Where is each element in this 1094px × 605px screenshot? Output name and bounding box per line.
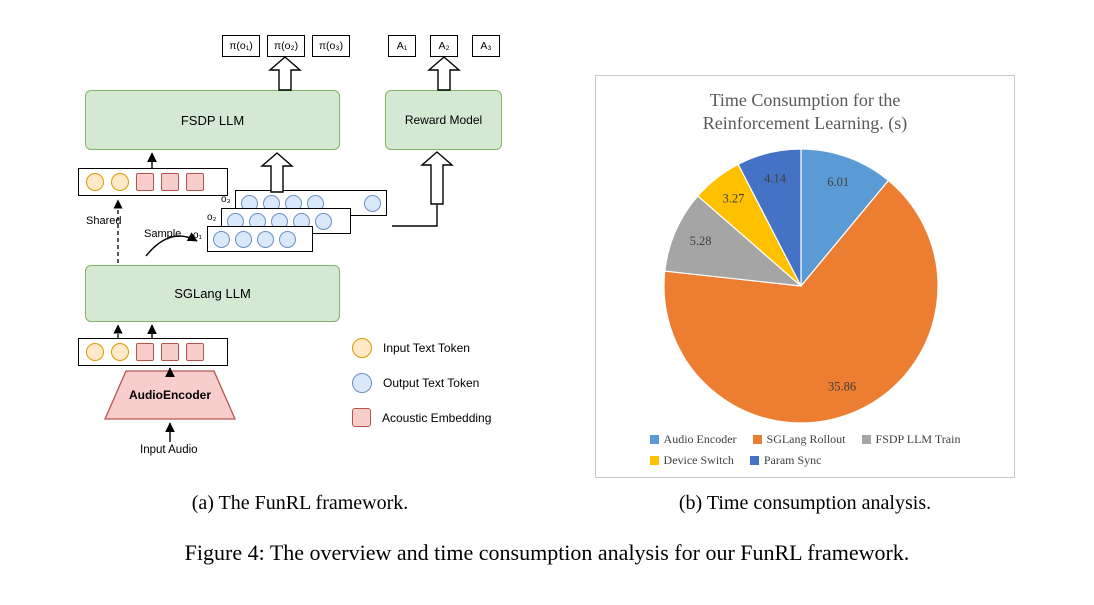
- chart-legend-item-fsdp-llm-train: FSDP LLM Train: [861, 432, 961, 447]
- advantage-a1-box: A₁: [388, 35, 416, 57]
- pie-slice-fsdp-llm-train: [664, 195, 803, 287]
- acoustic-embedding-token: [161, 343, 179, 361]
- chart-legend-label: Param Sync: [763, 453, 822, 467]
- audio-encoder-shape: [104, 370, 236, 420]
- input-audio-label: Input Audio: [140, 444, 198, 456]
- time-consumption-chart-panel: Time Consumption for the Reinforcement L…: [595, 75, 1015, 478]
- pie-chart: 6.01 35.86 5.28 3.27 4.14: [663, 148, 939, 424]
- advantage-a2-box: A₂: [430, 35, 458, 57]
- legend-label: Output Text Token: [383, 376, 480, 390]
- acoustic-embedding-swatch: [352, 408, 371, 427]
- shared-label: Shared: [86, 215, 122, 227]
- legend-item-output-text-token: Output Text Token: [352, 373, 479, 393]
- chart-legend-swatch: [749, 456, 759, 465]
- pie-slice-sglang-rollout: [663, 179, 939, 424]
- input-text-token: [111, 173, 129, 191]
- rollouts-to-reward-arrow: [420, 151, 454, 205]
- chart-title-line-1: Time Consumption for the: [709, 90, 901, 110]
- legend-label: Acoustic Embedding: [382, 410, 492, 425]
- advantage-a3-box: A₃: [472, 35, 500, 57]
- chart-legend-label: FSDP LLM Train: [875, 432, 961, 446]
- sglang-llm-box: SGLang LLM: [85, 265, 340, 322]
- output-text-token: [213, 230, 230, 248]
- audio-encoder: AudioEncoder: [104, 370, 236, 420]
- chart-legend-label: Device Switch: [663, 453, 734, 467]
- output-text-token: [364, 194, 381, 212]
- rollouts-to-reward-connector: [392, 205, 438, 227]
- chart-legend-item-sglang-rollout: SGLang Rollout: [752, 432, 846, 447]
- chart-legend-box: Audio Encoder SGLang Rollout FSDP LLM Trai…: [649, 432, 961, 468]
- chart-legend-item-param-sync: Param Sync: [749, 453, 822, 468]
- pi-o1-box: π(o₁): [222, 35, 260, 57]
- output-text-token: [279, 230, 296, 248]
- chart-legend-swatch: [649, 435, 659, 444]
- input-text-token-swatch: [352, 338, 372, 358]
- input-text-token: [111, 343, 129, 361]
- output-text-token: [257, 230, 274, 248]
- fsdp-to-policy-arrow: [268, 56, 302, 91]
- chart-legend: Audio Encoder SGLang Rollout FSDP LLM Trai…: [596, 432, 1014, 468]
- legend-label: Input Text Token: [383, 341, 470, 355]
- rollout-row-o3: [235, 190, 387, 216]
- reward-to-advantage-arrow: [427, 56, 461, 91]
- caption-a: (a) The FunRL framework.: [191, 492, 409, 514]
- output-text-token: [315, 212, 332, 230]
- output-text-token-swatch: [352, 373, 372, 393]
- pie-slice-audio-encoder: [800, 148, 890, 288]
- chart-legend-row: Device Switch Param Sync: [649, 453, 822, 468]
- pi-o3-box: π(o₃): [312, 35, 350, 57]
- figure-caption: Figure 4: The overview and time consumpt…: [184, 540, 910, 565]
- chart-legend-label: Audio Encoder: [663, 432, 737, 446]
- input-text-token: [86, 173, 104, 191]
- shared-embedding-row: [78, 168, 228, 196]
- chart-legend-label: SGLang Rollout: [766, 432, 846, 446]
- reward-model-box: Reward Model: [385, 90, 502, 150]
- pie-value-param-sync: 4.14: [764, 171, 787, 185]
- acoustic-embedding-token: [161, 173, 179, 191]
- chart-title: Time Consumption for the Reinforcement L…: [596, 89, 1014, 136]
- acoustic-embedding-token: [136, 173, 154, 191]
- pi-o2-box: π(o₂): [267, 35, 305, 57]
- caption-b: (b) Time consumption analysis.: [678, 492, 932, 514]
- rollouts-to-fsdp-arrow: [260, 152, 294, 193]
- rollout-row-o1: [207, 226, 313, 252]
- acoustic-embedding-token: [186, 173, 204, 191]
- chart-legend-swatch: [752, 435, 762, 444]
- o1-label: o₁: [193, 230, 202, 241]
- input-embedding-row: [78, 338, 228, 366]
- acoustic-embedding-token: [136, 343, 154, 361]
- fsdp-llm-box: FSDP LLM: [85, 90, 340, 150]
- legend-item-acoustic-embedding: Acoustic Embedding: [352, 408, 491, 427]
- chart-legend-swatch: [649, 456, 659, 465]
- sample-label: Sample: [144, 228, 182, 240]
- chart-legend-row: Audio Encoder SGLang Rollout FSDP LLM Trai…: [649, 432, 961, 447]
- acoustic-embedding-token: [186, 343, 204, 361]
- audio-encoder-label: AudioEncoder: [128, 388, 211, 402]
- pie-value-device-switch: 3.27: [722, 192, 744, 206]
- pie-value-audio-encoder: 6.01: [827, 175, 849, 189]
- chart-title-line-2: Reinforcement Learning. (s): [702, 113, 908, 134]
- o2-label: o₂: [207, 212, 217, 223]
- pie-value-sglang-rollout: 35.86: [828, 379, 856, 393]
- pie-slice-param-sync: [737, 148, 802, 287]
- input-text-token: [86, 343, 104, 361]
- chart-legend-swatch: [861, 435, 871, 444]
- legend-item-input-text-token: Input Text Token: [352, 338, 470, 358]
- chart-legend-item-audio-encoder: Audio Encoder: [649, 432, 737, 447]
- output-text-token: [235, 230, 252, 248]
- chart-legend-item-device-switch: Device Switch: [649, 453, 734, 468]
- o3-label: o₃: [221, 194, 231, 205]
- pie-value-fsdp-llm-train: 5.28: [690, 234, 712, 248]
